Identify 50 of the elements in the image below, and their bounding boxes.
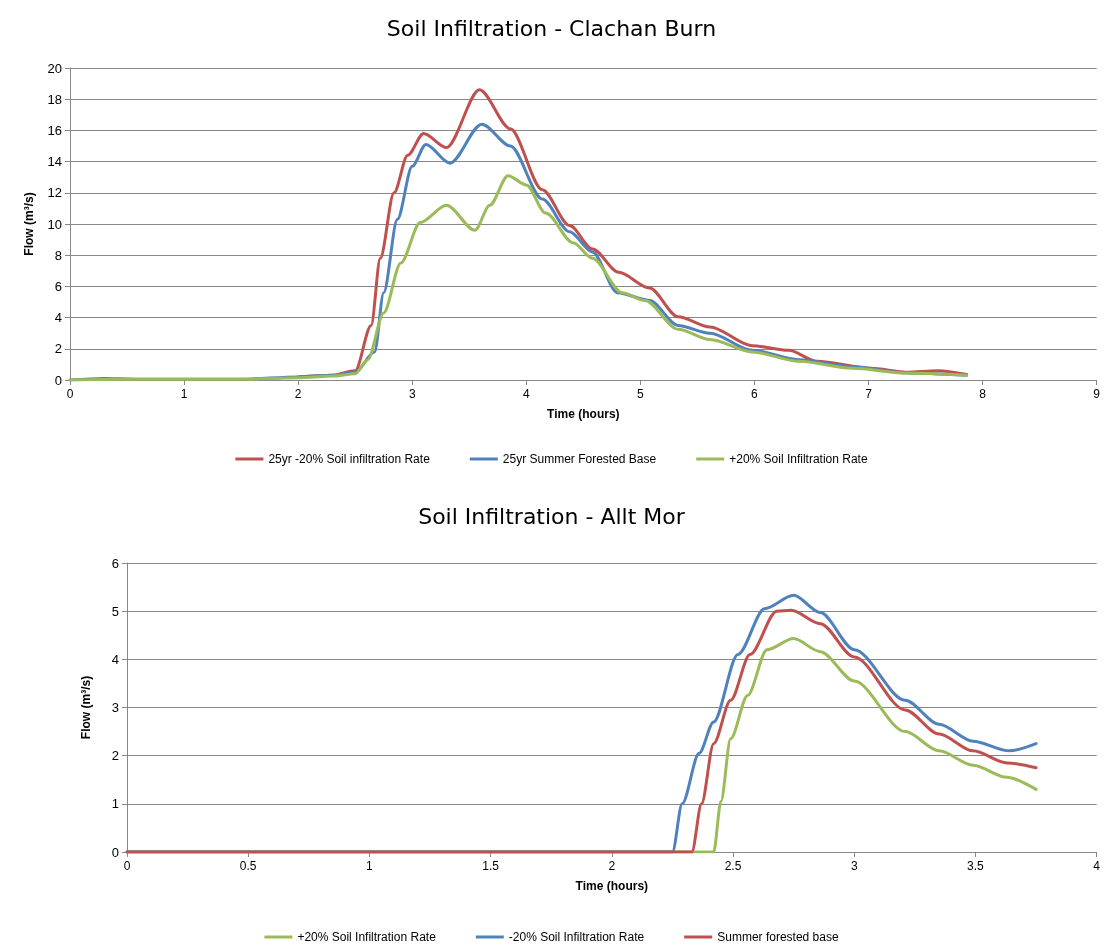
x-tick-label: 3 — [408, 387, 416, 401]
y-tick-label: 4 — [111, 651, 119, 667]
y-axis-title: Flow (m³/s) — [22, 192, 36, 256]
x-tick-label: 9 — [1093, 387, 1101, 401]
x-tick-label: 2.5 — [724, 859, 742, 873]
x-tick-label: 3 — [850, 859, 858, 873]
y-tick-label: 0 — [111, 844, 119, 860]
x-tick-label: 0 — [66, 387, 74, 401]
x-tick-label: 1.5 — [482, 859, 500, 873]
y-tick-label: 2 — [54, 341, 62, 357]
y-tick-label: 1 — [111, 796, 119, 812]
y-tick-label: 18 — [47, 91, 62, 107]
x-tick-label: 6 — [751, 387, 759, 401]
legend-label: +20% Soil Infiltration Rate — [297, 930, 437, 944]
legend-label: -20% Soil Infiltration Rate — [508, 930, 645, 944]
chart-title: Soil Infiltration - Clachan Burn — [386, 15, 717, 41]
y-tick-label: 10 — [47, 216, 62, 232]
x-tick-label: 2 — [294, 387, 302, 401]
y-tick-label: 2 — [111, 748, 119, 764]
x-axis-title: Time (hours) — [575, 879, 649, 893]
chart-title: Soil Infiltration - Allt Mor — [418, 503, 686, 529]
y-tick-label: 6 — [54, 278, 62, 294]
x-tick-label: 4 — [1093, 859, 1101, 873]
x-tick-label: 3.5 — [967, 859, 985, 873]
x-tick-label: 1 — [366, 859, 374, 873]
y-tick-label: 8 — [54, 247, 62, 263]
y-axis-title: Flow (m³/s) — [79, 675, 93, 740]
x-tick-label: 1 — [180, 387, 188, 401]
x-tick-label: 7 — [865, 387, 873, 401]
y-tick-label: 20 — [47, 60, 62, 76]
x-axis-title: Time (hours) — [547, 407, 620, 421]
y-tick-label: 0 — [54, 372, 62, 388]
y-tick-label: 5 — [111, 603, 119, 619]
x-tick-label: 0.5 — [239, 859, 257, 873]
y-tick-label: 4 — [54, 310, 62, 326]
x-tick-label: 2 — [608, 859, 616, 873]
legend-label: Summer forested base — [717, 930, 839, 944]
legend-label: 25yr Summer Forested Base — [502, 452, 657, 466]
y-tick-label: 14 — [47, 154, 62, 170]
x-tick-label: 4 — [522, 387, 530, 401]
legend-label: +20% Soil Infiltration Rate — [729, 452, 868, 466]
x-tick-label: 5 — [637, 387, 645, 401]
x-tick-label: 8 — [979, 387, 987, 401]
y-tick-label: 16 — [47, 122, 62, 138]
y-tick-label: 12 — [47, 185, 62, 201]
legend-label: 25yr -20% Soil infiltration Rate — [268, 452, 431, 466]
y-tick-label: 6 — [111, 555, 119, 571]
line-series — [68, 174, 969, 382]
y-tick-label: 3 — [111, 700, 119, 715]
x-tick-label: 0 — [123, 859, 131, 873]
